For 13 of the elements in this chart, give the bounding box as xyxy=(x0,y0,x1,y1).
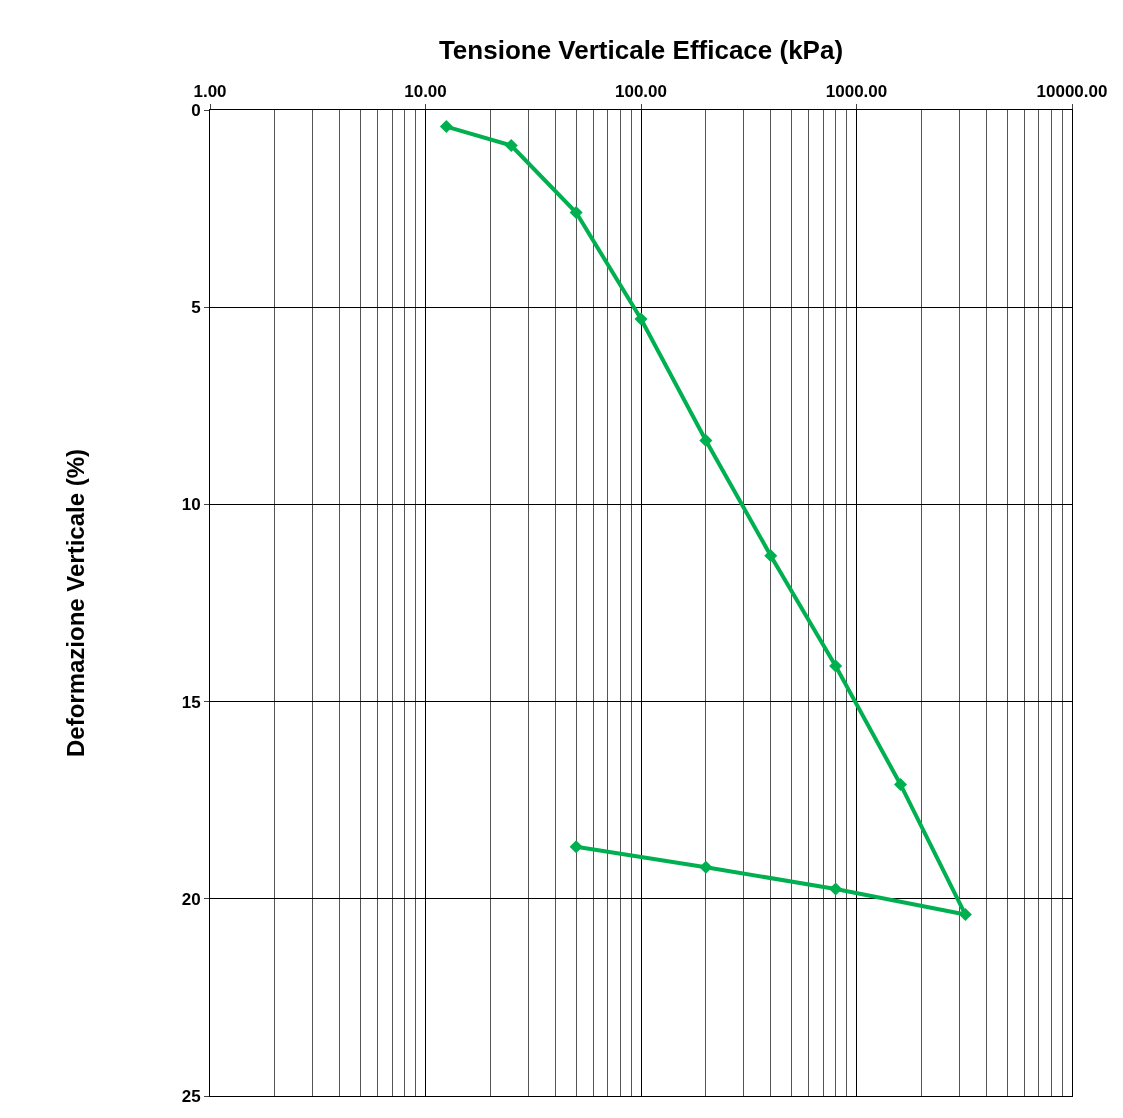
x-tick-label: 100.00 xyxy=(615,82,667,102)
x-tick-label: 1000.00 xyxy=(825,82,888,102)
x-tick-label: 10000.00 xyxy=(1036,82,1108,102)
y-tick-label: 5 xyxy=(191,298,201,318)
y-tick-label: 15 xyxy=(181,692,201,712)
y-axis-title: Deformazione Verticale (%) xyxy=(61,448,89,758)
x-tick-label: 10.00 xyxy=(404,82,447,102)
y-tick-label: 0 xyxy=(191,100,201,120)
y-tick-label: 25 xyxy=(181,1086,201,1106)
x-tick-label: 1.00 xyxy=(193,82,227,102)
y-tick-label: 20 xyxy=(181,889,201,909)
y-tick-label: 10 xyxy=(181,495,201,515)
x-axis-title: Tensione Verticale Efficace (kPa) xyxy=(438,34,844,65)
